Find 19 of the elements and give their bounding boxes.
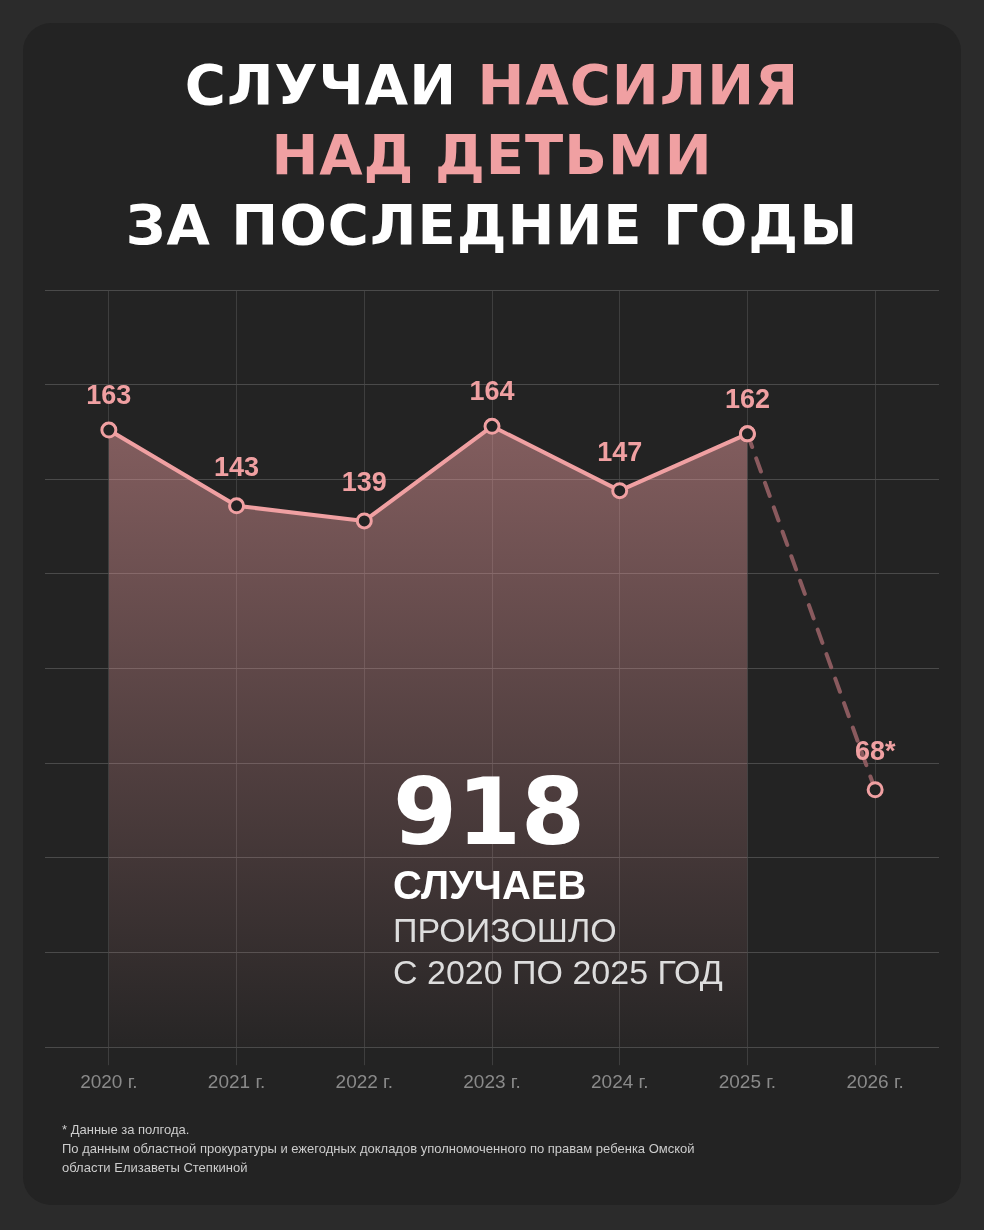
data-label: 68* <box>854 735 896 766</box>
text: По данным областной прокуратуры и ежегодных докладов уполномоченного по правам ребенка Омской области Елизаветы Степкиной <box>62 1140 696 1177</box>
data-label: 164 <box>469 376 515 407</box>
data-label: 147 <box>597 436 643 467</box>
text: * Данные за полгода. <box>62 1121 191 1139</box>
annotation: ПРОИЗОШЛО <box>393 910 618 951</box>
x-tick-label: 2020 г. <box>80 1070 138 1092</box>
x-tick-label: 2022 г. <box>335 1070 393 1092</box>
x-tick-label: 2026 г. <box>846 1070 904 1092</box>
x-tick-label: 2023 г. <box>463 1070 521 1092</box>
chart-title: СЛУЧАИ НАСИЛИЯ НАД ДЕТЬМИ ЗА ПОСЛЕДНИЕ ГОДЫ <box>125 52 859 257</box>
x-tick-label: 2021 г. <box>207 1070 266 1092</box>
data-label: 139 <box>341 466 387 497</box>
annotation: С 2020 ПО 2025 ГОД <box>393 952 723 993</box>
data-label: 143 <box>214 451 260 482</box>
data-label: 162 <box>724 383 770 414</box>
x-tick-label: 2024 г. <box>591 1070 649 1092</box>
data-label: 163 <box>86 380 132 411</box>
x-tick-label: 2025 г. <box>718 1070 777 1092</box>
